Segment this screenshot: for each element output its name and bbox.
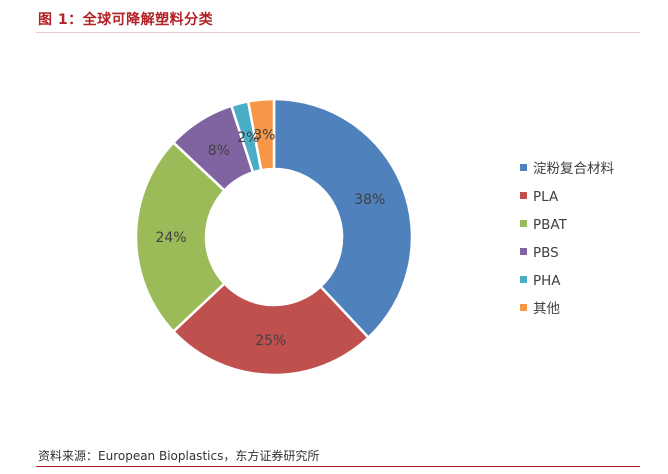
- legend-label-0: 淀粉复合材料: [533, 160, 614, 177]
- legend-label-4: PHA: [533, 273, 561, 289]
- legend-swatch-0: [520, 164, 527, 171]
- slice-0: [272, 97, 414, 340]
- data-label-4: 2%: [237, 130, 259, 146]
- legend-swatch-2: [520, 220, 527, 227]
- slice-5: [246, 97, 276, 172]
- legend-swatch-3: [520, 248, 527, 255]
- donut-chart: 38% 25% 24% 8% 2%3% 淀粉复合材料 PLA PBAT PBS PHA 其他: [134, 97, 614, 377]
- title-divider: [36, 32, 640, 33]
- slice-group: [134, 97, 414, 377]
- data-label-1: 25%: [255, 333, 286, 349]
- data-label-3: 8%: [208, 143, 230, 159]
- source-note: 资料来源：European Bioplastics，东方证券研究所: [38, 449, 320, 463]
- slice-1: [171, 281, 371, 377]
- data-label-group: 38% 25% 24% 8% 2%3%: [155, 127, 385, 348]
- slice-2: [134, 140, 227, 334]
- data-label-0: 38%: [354, 192, 385, 208]
- legend: 淀粉复合材料 PLA PBAT PBS PHA 其他: [520, 160, 614, 317]
- legend-label-2: PBAT: [533, 217, 568, 233]
- bottom-divider: [36, 466, 640, 467]
- data-label-5: 3%: [253, 127, 275, 143]
- legend-label-1: PLA: [533, 189, 559, 205]
- legend-label-5: 其他: [533, 301, 560, 317]
- chart-panel: 38% 25% 24% 8% 2% 3% 淀粉复合材料 PLA PBAT PBS PHA 其他: [34, 44, 638, 436]
- legend-swatch-4: [520, 276, 527, 283]
- legend-swatch-5: [520, 304, 527, 311]
- data-label-2: 24%: [155, 230, 186, 246]
- legend-swatch-1: [520, 192, 527, 199]
- figure-title: 图 1：全球可降解塑料分类: [38, 12, 214, 28]
- legend-label-3: PBS: [533, 245, 559, 261]
